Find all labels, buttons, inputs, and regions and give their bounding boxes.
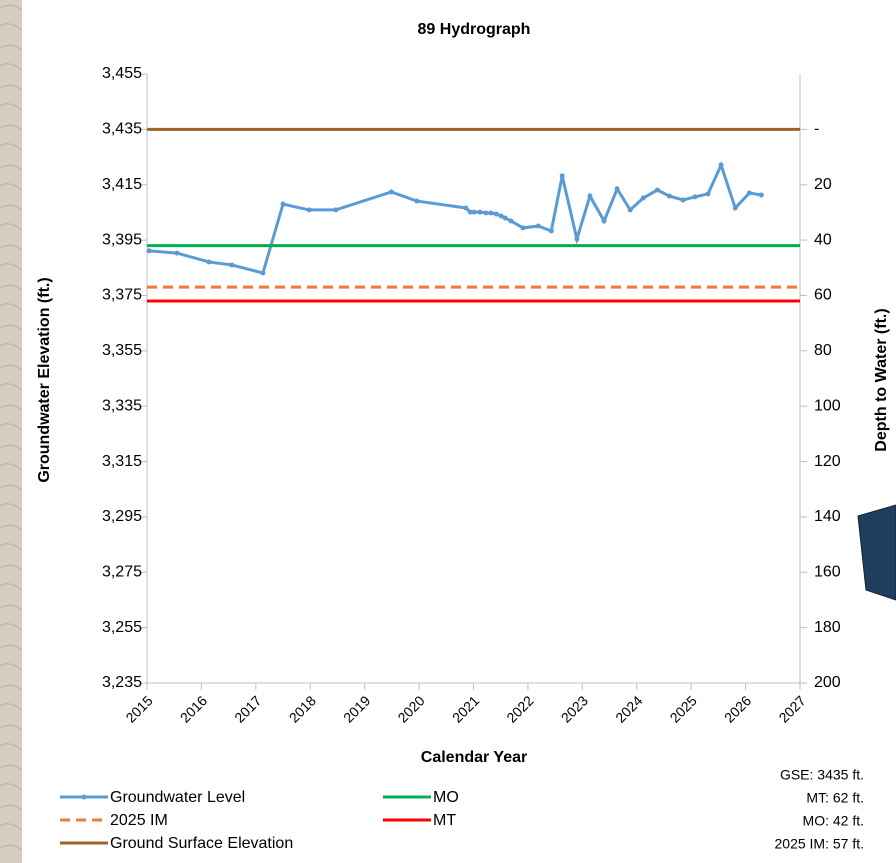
data-point xyxy=(414,199,419,204)
chart-title: 89 Hydrograph xyxy=(418,21,531,38)
y-tick-label: 3,295 xyxy=(102,508,142,525)
annotation: GSE: 3435 ft. xyxy=(780,767,864,783)
data-point xyxy=(307,207,312,212)
data-point xyxy=(174,251,179,256)
data-point xyxy=(655,187,660,192)
y2-tick-label: 60 xyxy=(814,287,832,304)
data-point xyxy=(488,210,493,215)
y-tick-label: 3,255 xyxy=(102,619,142,636)
y-tick-label: 3,415 xyxy=(102,176,142,193)
data-point xyxy=(503,215,508,220)
data-point xyxy=(615,186,620,191)
y2-tick-label: 200 xyxy=(814,674,841,691)
y2-tick-label: 120 xyxy=(814,453,841,470)
annotation: MT: 62 ft. xyxy=(806,790,864,806)
data-point xyxy=(681,197,686,202)
y-tick-label: 3,235 xyxy=(102,674,142,691)
data-point xyxy=(389,189,394,194)
legend-label: MO xyxy=(433,789,459,806)
page: 89 Hydrograph Calendar Year Groundwater … xyxy=(0,0,896,863)
data-point xyxy=(207,259,212,264)
data-point xyxy=(521,225,526,230)
data-point xyxy=(472,210,477,215)
data-point xyxy=(628,207,633,212)
data-point xyxy=(281,202,286,207)
y-tick-label: 3,395 xyxy=(102,231,142,248)
y-tick-label: 3,315 xyxy=(102,453,142,470)
annotation: 2025 IM: 57 ft. xyxy=(775,836,865,852)
y-axis-title: Groundwater Elevation (ft.) xyxy=(36,277,53,482)
y-tick-label: 3,275 xyxy=(102,563,142,580)
data-point xyxy=(641,196,646,201)
data-point xyxy=(692,194,697,199)
map-background xyxy=(0,0,22,863)
data-point xyxy=(759,192,764,197)
y2-tick-label: 180 xyxy=(814,619,841,636)
legend-label: Ground Surface Elevation xyxy=(110,835,293,852)
data-point xyxy=(587,194,592,199)
data-point xyxy=(260,271,265,276)
y2-tick-label: 20 xyxy=(814,176,832,193)
data-point xyxy=(706,191,711,196)
data-point xyxy=(536,223,541,228)
data-point xyxy=(747,191,752,196)
legend-label: 2025 IM xyxy=(110,812,168,829)
y-tick-label: 3,435 xyxy=(102,121,142,138)
data-point xyxy=(484,210,489,215)
data-point xyxy=(549,228,554,233)
data-point xyxy=(667,194,672,199)
chart: 89 Hydrograph Calendar Year Groundwater … xyxy=(0,0,896,863)
legend-label: MT xyxy=(433,812,456,829)
y2-tick-label: 100 xyxy=(814,397,841,414)
y-tick-label: 3,375 xyxy=(102,287,142,304)
data-point xyxy=(494,212,499,217)
y2-axis-title: Depth to Water (ft.) xyxy=(873,308,890,451)
legend-marker xyxy=(82,795,87,800)
data-point xyxy=(229,263,234,268)
data-point xyxy=(147,248,152,253)
data-point xyxy=(574,236,579,241)
y-tick-label: 3,355 xyxy=(102,342,142,359)
annotation: MO: 42 ft. xyxy=(803,813,864,829)
data-point xyxy=(478,210,483,215)
y2-tick-label: 80 xyxy=(814,342,832,359)
y-tick-label: 3,455 xyxy=(102,65,142,82)
data-point xyxy=(560,173,565,178)
legend-label: Groundwater Level xyxy=(110,789,245,806)
data-point xyxy=(333,207,338,212)
data-point xyxy=(602,218,607,223)
y-tick-label: 3,335 xyxy=(102,397,142,414)
data-point xyxy=(463,205,468,210)
data-point xyxy=(733,205,738,210)
y2-tick-label: 40 xyxy=(814,231,832,248)
data-point xyxy=(719,163,724,168)
y2-tick-label: 140 xyxy=(814,508,841,525)
x-axis-title: Calendar Year xyxy=(421,749,527,766)
y2-tick-label: - xyxy=(814,121,819,138)
data-point xyxy=(509,218,514,223)
y2-tick-label: 160 xyxy=(814,563,841,580)
